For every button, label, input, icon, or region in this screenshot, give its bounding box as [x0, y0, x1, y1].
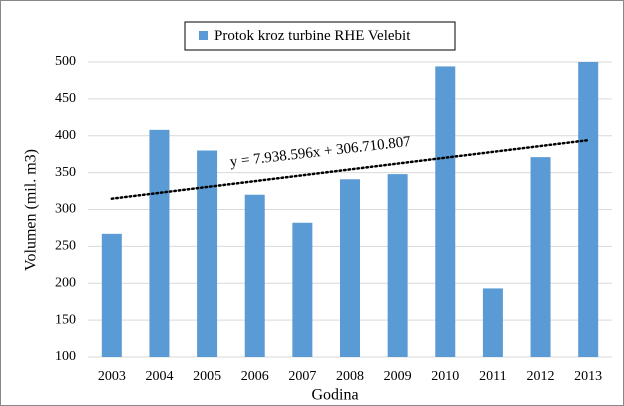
y-tick-label: 200 [55, 275, 76, 290]
x-tick-label: 2012 [527, 369, 555, 384]
trendline [110, 138, 590, 200]
y-tick-label: 100 [55, 349, 76, 364]
y-tick-label: 250 [55, 239, 76, 254]
y-tick-label: 300 [55, 202, 76, 217]
legend-swatch [199, 31, 208, 40]
bar [149, 129, 170, 357]
x-tick-label: 2004 [145, 369, 173, 384]
legend-label: Protok kroz turbine RHE Velebit [214, 28, 411, 44]
y-axis-label: Volumen (mil. m3) [23, 149, 40, 271]
bar [482, 288, 503, 357]
bar [292, 222, 313, 357]
bar [244, 194, 265, 357]
bar [435, 66, 456, 358]
y-tick-label: 150 [55, 312, 76, 327]
y-tick-label: 450 [55, 91, 76, 106]
x-tick-label: 2009 [384, 369, 412, 384]
x-tick-label: 2005 [193, 369, 221, 384]
bar [197, 150, 218, 357]
x-tick-label: 2010 [431, 369, 459, 384]
y-tick-label: 500 [55, 54, 76, 69]
x-tick-label: 2011 [479, 369, 506, 384]
x-tick-label: 2006 [241, 369, 269, 384]
x-tick-label: 2008 [336, 369, 364, 384]
bar [530, 157, 551, 357]
bar [387, 174, 408, 357]
y-tick-label: 400 [55, 128, 76, 143]
legend-box [184, 21, 456, 51]
x-tick-label: 2013 [574, 369, 602, 384]
bar [101, 233, 122, 357]
bar [340, 179, 360, 357]
x-tick-label: 2003 [98, 369, 126, 384]
x-axis-label: Godina [311, 387, 358, 404]
bar [578, 62, 599, 357]
x-tick-label: 2007 [288, 369, 316, 384]
y-tick-label: 350 [55, 165, 76, 180]
